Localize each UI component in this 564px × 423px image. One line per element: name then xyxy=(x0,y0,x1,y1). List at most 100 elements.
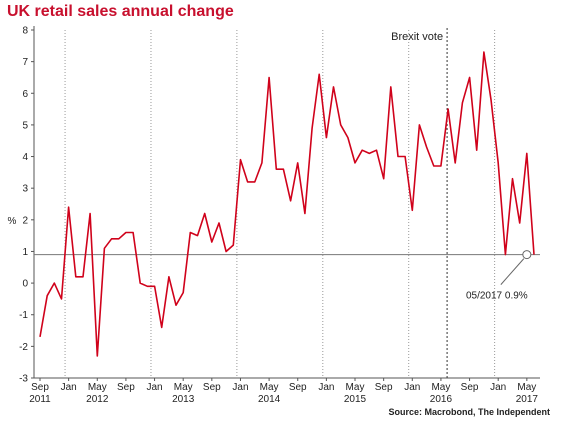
data-point xyxy=(483,51,485,53)
data-point xyxy=(282,168,284,170)
x-tick-month-label: Sep xyxy=(31,382,49,393)
x-tick-month-label: Jan xyxy=(232,382,248,393)
data-point xyxy=(239,159,241,161)
y-axis-label: % xyxy=(8,216,17,227)
data-point xyxy=(504,253,506,255)
data-point xyxy=(189,231,191,233)
y-tick-label: 3 xyxy=(22,184,28,195)
x-tick-month-label: Sep xyxy=(289,382,307,393)
data-point xyxy=(268,76,270,78)
data-point xyxy=(196,234,198,236)
data-point xyxy=(261,162,263,164)
x-tick-month-label: Jan xyxy=(146,382,162,393)
y-tick-label: 2 xyxy=(22,215,28,226)
x-tick-month-label: Sep xyxy=(375,382,393,393)
data-point xyxy=(347,136,349,138)
data-point xyxy=(382,177,384,179)
x-tick-month-label: May xyxy=(88,382,107,393)
data-point xyxy=(246,181,248,183)
data-point xyxy=(132,231,134,233)
data-point xyxy=(146,285,148,287)
x-tick-year-label: 2017 xyxy=(516,394,539,405)
data-point xyxy=(447,108,449,110)
data-point xyxy=(289,200,291,202)
data-point xyxy=(375,149,377,151)
data-point xyxy=(275,168,277,170)
data-point xyxy=(75,276,77,278)
y-tick-label: 6 xyxy=(22,89,28,100)
data-point xyxy=(82,276,84,278)
data-point xyxy=(526,152,528,154)
data-point xyxy=(46,295,48,297)
data-point xyxy=(490,98,492,100)
x-tick-month-label: May xyxy=(431,382,450,393)
data-point xyxy=(476,149,478,151)
x-tick-year-label: 2014 xyxy=(258,394,281,405)
data-point xyxy=(218,222,220,224)
x-tick-month-label: May xyxy=(174,382,193,393)
x-tick-month-label: Jan xyxy=(61,382,77,393)
data-point xyxy=(203,212,205,214)
series-line xyxy=(39,51,535,357)
data-point xyxy=(118,238,120,240)
data-point xyxy=(497,162,499,164)
data-point xyxy=(461,102,463,104)
brexit-label: Brexit vote xyxy=(391,31,443,43)
data-point xyxy=(511,177,513,179)
data-point xyxy=(103,247,105,249)
y-tick-label: 0 xyxy=(22,279,28,290)
data-point xyxy=(96,355,98,357)
x-tick-month-label: May xyxy=(260,382,279,393)
data-point xyxy=(232,244,234,246)
chart-title: UK retail sales annual change xyxy=(7,3,234,20)
x-tick-month-label: Sep xyxy=(203,382,221,393)
latest-label: 05/2017 0.9% xyxy=(466,291,528,302)
data-point xyxy=(125,231,127,233)
data-point xyxy=(304,212,306,214)
data-point xyxy=(411,209,413,211)
data-point xyxy=(175,304,177,306)
data-point xyxy=(60,298,62,300)
data-point xyxy=(254,181,256,183)
data-point xyxy=(89,212,91,214)
x-tick-year-label: 2012 xyxy=(86,394,109,405)
data-point xyxy=(168,276,170,278)
y-tick-label: 5 xyxy=(22,120,28,131)
x-tick-month-label: May xyxy=(346,382,365,393)
x-tick-month-label: Jan xyxy=(490,382,506,393)
x-tick-year-label: 2015 xyxy=(344,394,367,405)
x-tick-month-label: Jan xyxy=(404,382,420,393)
data-point xyxy=(418,124,420,126)
data-point xyxy=(39,336,41,338)
latest-callout-line xyxy=(500,258,525,285)
data-point xyxy=(225,250,227,252)
y-tick-label: -1 xyxy=(19,310,28,321)
x-tick-month-label: Sep xyxy=(461,382,479,393)
y-tick-label: 8 xyxy=(22,26,28,37)
y-tick-label: -3 xyxy=(19,374,28,385)
data-point xyxy=(404,155,406,157)
source-note: Source: Macrobond, The Independent xyxy=(388,407,550,417)
data-point xyxy=(139,282,141,284)
data-point xyxy=(425,146,427,148)
data-point xyxy=(325,136,327,138)
data-point xyxy=(297,162,299,164)
data-point xyxy=(368,152,370,154)
data-point xyxy=(533,253,535,255)
data-point xyxy=(67,206,69,208)
data-point xyxy=(518,222,520,224)
x-tick-month-label: Sep xyxy=(117,382,135,393)
latest-point-marker xyxy=(522,250,532,260)
data-point xyxy=(153,285,155,287)
y-tick-label: 7 xyxy=(22,57,28,68)
data-point xyxy=(361,149,363,151)
data-point xyxy=(468,76,470,78)
x-tick-year-label: 2011 xyxy=(29,394,51,405)
data-point xyxy=(211,241,213,243)
x-tick-year-label: 2013 xyxy=(172,394,195,405)
data-point xyxy=(440,165,442,167)
x-tick-month-label: Jan xyxy=(318,382,334,393)
data-point xyxy=(354,162,356,164)
x-tick-month-label: May xyxy=(517,382,536,393)
data-point xyxy=(390,86,392,88)
